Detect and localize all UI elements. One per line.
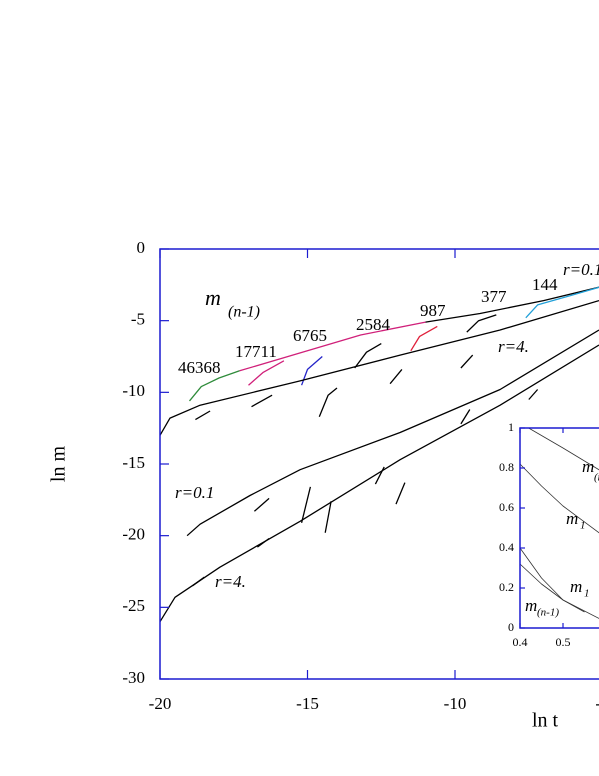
plot-0: -20-15-10-5-30-25-20-15-10-50m(n-1)46368… <box>122 238 599 713</box>
annotation-subscript: (n-1) <box>537 607 559 619</box>
annotation: m <box>205 285 221 310</box>
x-tick-label: -10 <box>444 694 467 713</box>
y-tick-label: -30 <box>122 668 145 687</box>
annotation: 377 <box>481 287 507 306</box>
curve <box>466 314 497 333</box>
curve <box>519 563 585 613</box>
annotation: m <box>570 577 582 596</box>
x-tick-label: 0.5 <box>556 635 571 649</box>
y-tick-label: 0.8 <box>499 460 514 474</box>
axis-frame <box>519 427 599 629</box>
curve <box>300 356 323 386</box>
annotation: r=0.1 <box>563 260 599 279</box>
x-tick-label: 0.4 <box>513 635 528 649</box>
y-tick-label: 0 <box>137 238 146 257</box>
curve <box>324 501 332 533</box>
curve <box>389 368 403 385</box>
curve <box>251 394 273 408</box>
curve <box>300 486 312 523</box>
inset-background <box>520 428 599 628</box>
y-tick-label: 0 <box>508 620 514 634</box>
curve <box>318 387 338 417</box>
y-tick-label: 0.4 <box>499 540 514 554</box>
curve <box>374 466 385 485</box>
curve <box>188 370 240 402</box>
curve <box>395 482 406 505</box>
y-tick-label: 1 <box>508 420 514 434</box>
curve <box>410 325 438 352</box>
curve <box>519 547 599 619</box>
curve <box>425 286 599 323</box>
curve <box>248 360 285 386</box>
curve <box>460 354 474 369</box>
curve <box>528 427 599 471</box>
annotation: 144 <box>532 275 558 294</box>
curve <box>257 537 270 548</box>
curve <box>519 463 599 534</box>
curve <box>239 321 426 372</box>
x-tick-label: -5 <box>595 694 599 713</box>
y-tick-label: -25 <box>122 596 145 615</box>
curve <box>460 409 471 425</box>
y-tick-label: 0.2 <box>499 580 514 594</box>
annotation: r=4. <box>498 337 529 356</box>
annotation: r=0.1 <box>175 483 214 502</box>
y-tick-label: -10 <box>122 381 145 400</box>
curve <box>528 389 539 400</box>
annotation-subscript: (n-1) <box>228 304 260 321</box>
y-tick-label: 0.6 <box>499 500 514 514</box>
y-tick-label: -15 <box>122 453 145 472</box>
annotation: 17711 <box>235 342 277 361</box>
annotation: m <box>566 509 578 528</box>
annotation: m <box>582 457 594 476</box>
curve <box>354 343 382 369</box>
curve <box>525 286 599 319</box>
curve <box>159 344 599 623</box>
annotation: 2584 <box>356 315 391 334</box>
curve <box>195 410 211 421</box>
curve <box>253 497 270 512</box>
annotation: 987 <box>420 301 446 320</box>
annotation-subscript: (n) <box>594 472 599 484</box>
x-tick-label: -15 <box>296 694 319 713</box>
y-axis-label: ln m <box>48 446 70 483</box>
annotation: 46368 <box>178 358 221 377</box>
annotation: 6765 <box>293 326 327 345</box>
x-tick-label: -20 <box>149 694 172 713</box>
curve <box>192 576 205 587</box>
y-tick-label: -5 <box>131 310 145 329</box>
x-axis-label: ln t <box>532 710 559 732</box>
curve <box>186 329 599 537</box>
annotation-subscript: 1 <box>580 520 586 532</box>
y-tick-label: -20 <box>122 525 145 544</box>
curve <box>159 299 599 436</box>
annotation: m <box>525 596 537 615</box>
annotation: r=4. <box>215 572 246 591</box>
annotation-subscript: 1 <box>584 588 590 600</box>
